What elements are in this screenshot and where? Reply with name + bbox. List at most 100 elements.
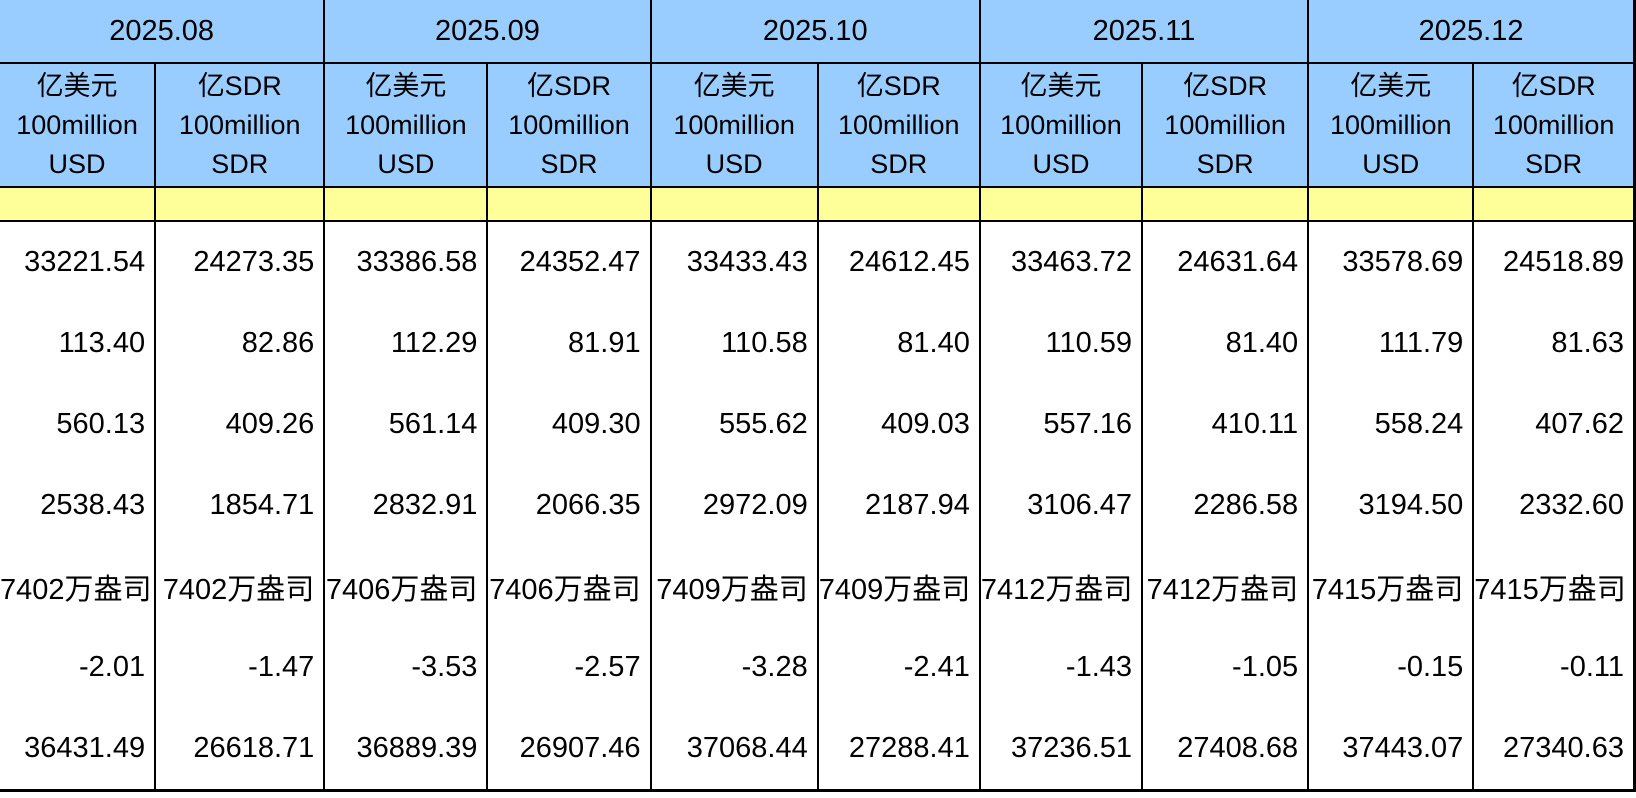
data-cell: 7402万盎司 [0, 573, 152, 606]
data-cell: 33433.43 [649, 221, 818, 303]
data-cell: 27340.63 [1472, 708, 1636, 792]
unit-line: 100million [508, 109, 630, 140]
unit-line: 亿SDR [526, 70, 611, 101]
data-cell: 37236.51 [978, 708, 1143, 792]
unit-line: 亿美元 [693, 70, 775, 101]
data-cell: 81.40 [1141, 303, 1309, 384]
spacer-cell [486, 187, 651, 222]
data-cell: 2187.94 [816, 465, 980, 546]
data-cell: -2.41 [816, 627, 980, 708]
unit-line: 100million [178, 109, 301, 140]
data-cell: 409.03 [816, 384, 980, 465]
unit-header-sdr-cell: 亿SDR 100million SDR [1141, 63, 1309, 188]
unit-header-usd-cell: 亿美元 100million USD [323, 63, 488, 188]
unit-line: 100million [673, 109, 795, 140]
unit-line: 亿SDR [1183, 70, 1268, 101]
spacer-cell [816, 187, 980, 222]
unit-line: SDR [540, 148, 598, 179]
data-cell: 7409万盎司 [816, 546, 980, 627]
data-cell: 410.11 [1141, 384, 1309, 465]
unit-line: SDR [1196, 148, 1254, 179]
data-cell: -0.15 [1307, 627, 1474, 708]
data-cell: -3.53 [323, 627, 488, 708]
spacer-row [0, 187, 1636, 222]
table-row: 33221.54 24273.35 33386.58 24352.47 3343… [0, 221, 1636, 303]
spacer-cell [154, 187, 325, 222]
spacer-cell [0, 187, 156, 222]
unit-line: 100million [1000, 109, 1122, 140]
unit-line: 100million [1164, 109, 1286, 140]
spacer-cell [978, 187, 1143, 222]
data-cell: 2538.43 [40, 489, 146, 521]
data-cell: 36431.49 [0, 708, 156, 792]
unit-header-sdr-cell: 亿SDR 100million SDR [816, 63, 980, 188]
data-cell: -1.47 [154, 627, 325, 708]
unit-line: 亿SDR [856, 70, 941, 101]
data-cell: 557.16 [978, 384, 1143, 465]
data-cell: -0.11 [1472, 627, 1636, 708]
data-cell: 560.13 [56, 408, 146, 440]
data-cell: 24352.47 [486, 221, 651, 303]
data-cell: 3194.50 [1307, 465, 1474, 546]
unit-line: 亿美元 [1020, 70, 1102, 101]
data-cell: -2.01 [79, 651, 146, 683]
data-cell: 26907.46 [486, 708, 651, 792]
data-cell: -1.43 [978, 627, 1143, 708]
data-cell: 81.40 [816, 303, 980, 384]
data-cell: 24631.64 [1141, 221, 1309, 303]
data-cell: 2972.09 [649, 465, 818, 546]
data-cell: 555.62 [649, 384, 818, 465]
spacer-cell [323, 187, 488, 222]
unit-header-row: 亿美元 100million USD 亿SDR 100million SDR 亿… [0, 63, 1636, 188]
data-cell: 2832.91 [323, 465, 488, 546]
unit-line: USD [1032, 148, 1090, 179]
data-cell: 26618.71 [154, 708, 325, 792]
table-row: 36431.49 26618.71 36889.39 26907.46 3706… [0, 708, 1636, 792]
data-cell: 409.30 [486, 384, 651, 465]
unit-line: SDR [1525, 148, 1583, 179]
unit-header-usd-cell: 亿美元 100million USD [978, 63, 1143, 188]
data-cell: 82.86 [154, 303, 325, 384]
unit-line: USD [48, 148, 106, 179]
data-cell: 33221.54 [24, 246, 146, 278]
month-2025-12: 2025.12 [1307, 0, 1636, 64]
data-cell: 7415万盎司 [1307, 546, 1474, 627]
unit-line: 100million [16, 109, 138, 140]
data-cell: 7412万盎司 [1141, 546, 1309, 627]
unit-line: USD [705, 148, 763, 179]
unit-line: 亿美元 [365, 70, 447, 101]
data-cell: 2332.60 [1472, 465, 1636, 546]
data-cell: 81.63 [1472, 303, 1636, 384]
month-header-row: 2025.08 2025.09 2025.10 2025.11 2025.12 [0, 0, 1636, 64]
unit-line: SDR [870, 148, 928, 179]
data-cell: 81.91 [486, 303, 651, 384]
data-cell: 113.40 [58, 327, 146, 359]
data-cell: 24273.35 [154, 221, 325, 303]
data-cell: 7412万盎司 [978, 546, 1143, 627]
data-cell: -2.57 [486, 627, 651, 708]
unit-header-usd-cell: 亿美元 100million USD [1307, 63, 1474, 188]
table-row: -2.01 -1.47 -3.53 -2.57 -3.28 -2.41 -1.4… [0, 627, 1636, 708]
unit-header-usd-cell: 亿美元 100million USD [0, 63, 156, 188]
data-cell: 37068.44 [649, 708, 818, 792]
unit-header-sdr-cell: 亿SDR 100million SDR [154, 63, 325, 188]
table-row: 113.40 82.86 112.29 81.91 110.58 81.40 1… [0, 303, 1636, 384]
data-cell: 409.26 [154, 384, 325, 465]
data-cell: 7406万盎司 [323, 546, 488, 627]
data-cell: 112.29 [323, 303, 488, 384]
data-cell: 111.79 [1307, 303, 1474, 384]
unit-header-sdr-cell: 亿SDR 100million SDR [1472, 63, 1636, 188]
data-cell: 2286.58 [1141, 465, 1309, 546]
month-2025-08: 2025.08 [0, 0, 325, 64]
data-cell: 33386.58 [323, 221, 488, 303]
data-cell: 7415万盎司 [1472, 546, 1636, 627]
table-row: 2538.43 1854.71 2832.91 2066.35 2972.09 … [0, 465, 1636, 546]
data-cell: 110.59 [978, 303, 1143, 384]
data-cell: 27288.41 [816, 708, 980, 792]
unit-line: 100million [1492, 109, 1615, 140]
data-cell: 561.14 [323, 384, 488, 465]
table-row: 7402万盎司 7402万盎司 7406万盎司 7406万盎司 7409万盎司 … [0, 546, 1636, 627]
spacer-cell [649, 187, 818, 222]
unit-line: 100million [1329, 109, 1452, 140]
spacer-cell [1472, 187, 1636, 222]
